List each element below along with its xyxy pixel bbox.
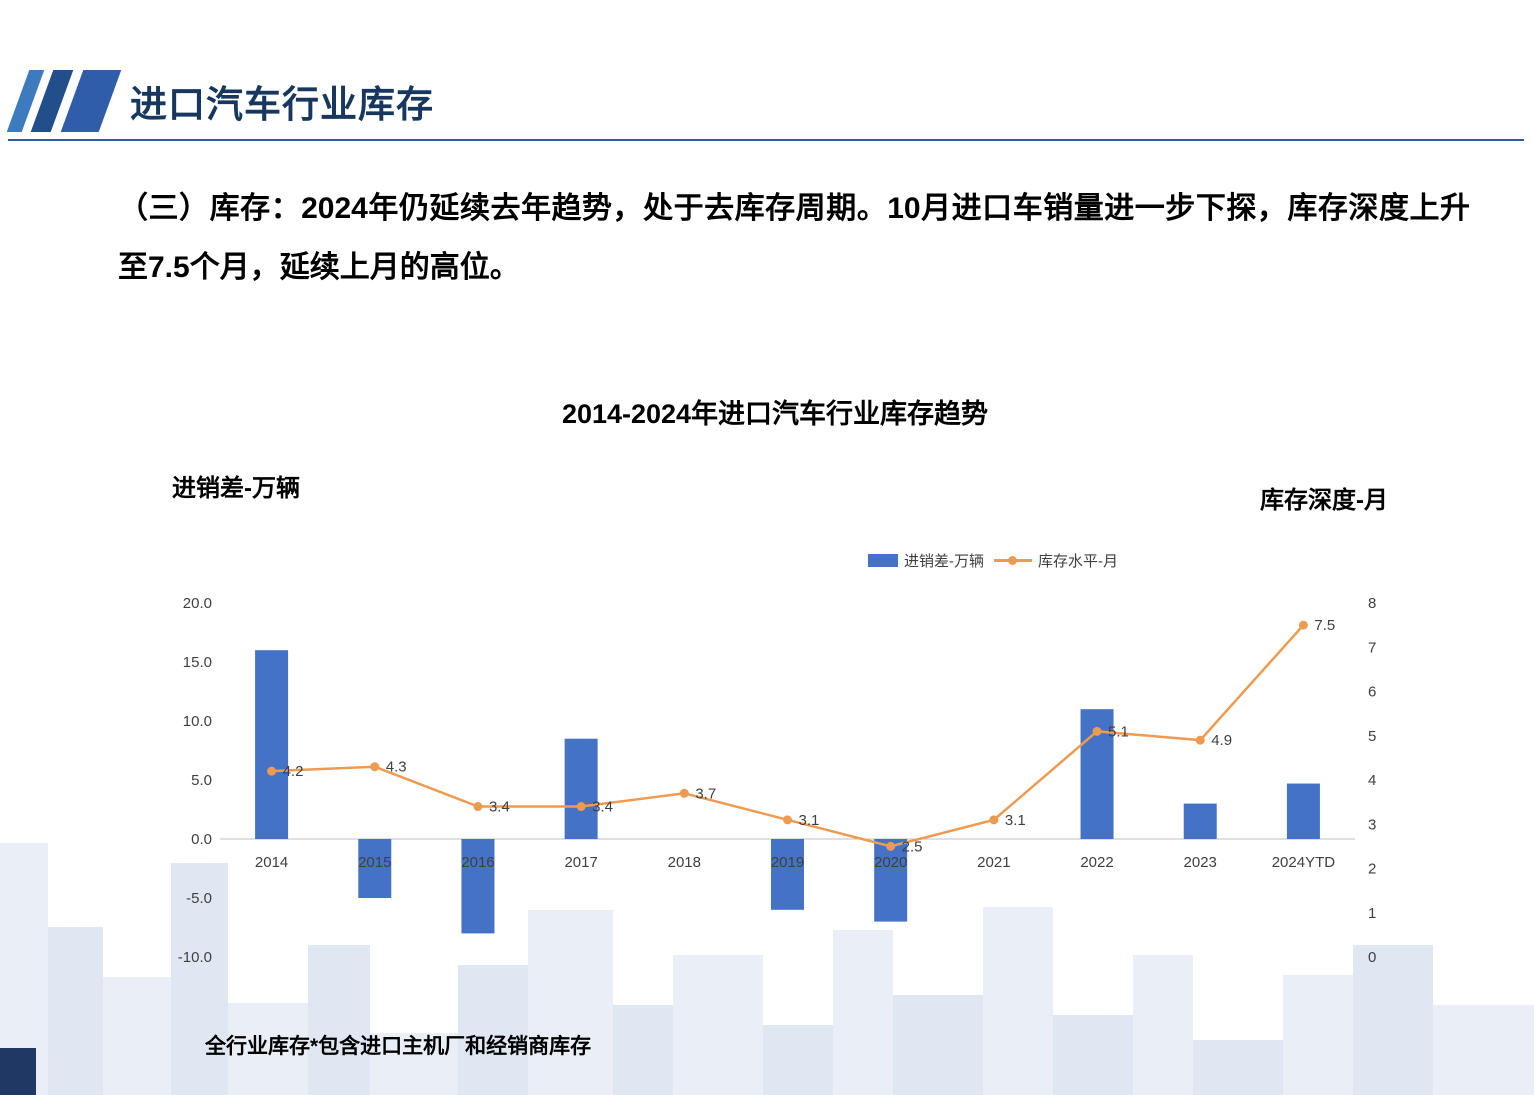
right-axis-tick-label: 7 [1368,639,1376,656]
bar [1286,783,1320,839]
value-label: 4.2 [283,763,304,780]
bar [564,738,598,839]
line-marker [783,815,792,825]
category-label: 2016 [461,854,494,871]
line-marker [989,815,999,825]
right-axis-tick-label: 0 [1368,949,1376,966]
value-label: 3.4 [592,799,613,816]
skyline-block [1433,1005,1534,1095]
skyline-block [1353,945,1433,1095]
legend-item-bar: 进销差-万辆 [868,550,984,571]
legend-swatch-bar [868,554,898,567]
category-label: 2017 [564,854,597,871]
skyline-block [228,1003,308,1095]
category-label: 2014 [255,854,288,871]
line-marker [1092,726,1102,736]
bar [1183,803,1217,839]
footnote: 全行业库存*包含进口主机厂和经销商库存 [205,1035,592,1058]
skyline-block [1133,955,1193,1095]
line-marker [267,766,277,776]
line-marker [576,802,586,812]
skyline-block [833,930,893,1095]
right-axis-tick-label: 8 [1368,595,1376,612]
skyline-block [983,907,1053,1095]
left-axis-tick-label: 10.0 [183,713,212,730]
skyline-block [370,1033,458,1095]
line-series-path [271,624,1305,848]
legend-label-line: 库存水平-月 [1038,553,1118,570]
skyline-block [48,927,103,1095]
right-axis-tick-label: 1 [1368,905,1376,922]
line-marker [370,762,380,772]
right-axis-title: 库存深度-月 [1260,487,1388,514]
logo [6,66,122,134]
skyline-block [893,995,983,1095]
value-label: 3.4 [489,799,510,816]
bar [874,839,908,922]
combo-chart-svg: 20.0 15.0 10.0 5.0 0.0 -5.0 -10.0 8 7 6 5 4 3 2 1 0 2014… [178,595,1377,966]
value-label: 3.7 [695,785,716,802]
category-label: 2022 [1080,854,1113,871]
category-label: 2023 [1184,854,1217,871]
chart-title: 2014-2024年进口汽车行业库存趋势 [561,399,989,429]
legend-swatch-line [994,556,1032,565]
value-label: 4.9 [1211,732,1232,749]
legend-label-bar: 进销差-万辆 [904,553,984,570]
left-axis-tick-label: 15.0 [183,654,212,671]
line-marker [1298,620,1308,630]
bar [255,650,289,839]
skyline-block [458,965,528,1095]
bar [461,839,495,934]
chart-area: 20.0 15.0 10.0 5.0 0.0 -5.0 -10.0 8 7 6 5 4 3 2 1 0 2014… [160,590,1390,1020]
skyline-block [308,945,370,1095]
page-title: 进口汽车行业库存 [130,84,434,125]
value-label: 5.1 [1108,723,1129,740]
right-axis-tick-label: 5 [1368,728,1376,745]
legend-item-line: 库存水平-月 [994,550,1118,571]
left-axis-tick-label: -5.0 [186,890,212,907]
skyline-block [1193,1040,1283,1095]
right-axis-tick-label: 3 [1368,816,1376,833]
category-label: 2021 [977,854,1010,871]
line-marker [1195,735,1205,745]
right-axis-tick-label: 4 [1368,772,1376,789]
skyline-block [1283,975,1353,1095]
skyline-block [673,955,763,1095]
skyline-block [613,1005,673,1095]
bar [771,839,804,910]
skyline-block [1053,1015,1133,1095]
line-marker [886,841,896,851]
bar [358,839,392,898]
chart-legend: 进销差-万辆 库存水平-月 [868,550,1118,571]
body-paragraph: （三）库存：2024年仍延续去年趋势，处于去库存周期。10月进口车销量进一步下探… [118,192,1470,284]
legend-marker-dot [1008,556,1017,565]
left-axis-tick-label: 20.0 [183,595,212,612]
value-label: 7.5 [1314,617,1335,634]
category-label: 2024YTD [1272,854,1336,871]
left-axis-title: 进销差-万辆 [172,475,300,502]
value-label: 3.1 [1005,812,1026,829]
skyline-block [171,863,228,1095]
value-label: 2.5 [902,838,923,855]
left-axis-tick-label: -10.0 [178,949,212,966]
skyline-block [763,1025,833,1095]
line-marker [473,802,483,812]
category-label: 2020 [874,854,907,871]
left-axis-tick-label: 0.0 [191,831,212,848]
value-label: 4.3 [386,759,407,776]
line-marker [679,788,689,798]
right-axis-tick-label: 2 [1368,861,1376,878]
skyline-block [528,910,613,1095]
corner-accent-block [0,1048,36,1095]
category-label: 2018 [668,854,701,871]
category-label: 2019 [771,854,804,871]
left-axis-tick-label: 5.0 [191,772,212,789]
value-label: 3.1 [799,812,820,829]
right-axis-tick-label: 6 [1368,684,1376,701]
skyline-block [103,977,171,1095]
header-divider [8,139,1524,141]
skyline-background [0,835,1534,1095]
category-label: 2015 [358,854,391,871]
